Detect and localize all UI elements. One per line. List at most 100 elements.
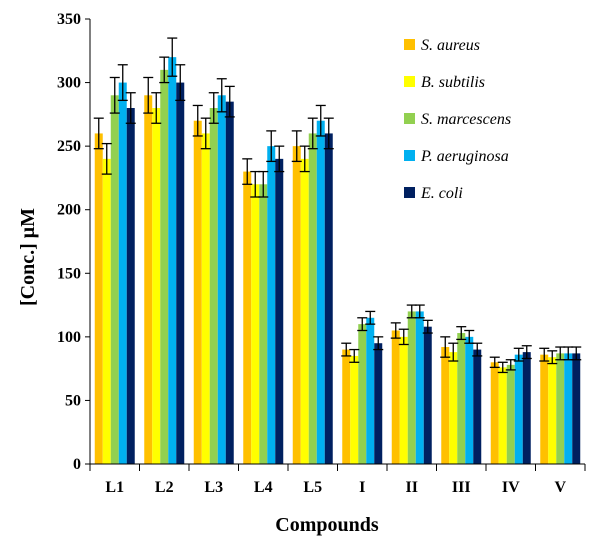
legend-label: S. marcescens (421, 111, 511, 128)
error-bar (143, 76, 154, 114)
bar (366, 317, 375, 464)
error-bars (93, 37, 582, 374)
error-bar (422, 319, 433, 334)
error-bar (200, 117, 211, 150)
error-bar (315, 104, 326, 137)
bar (540, 354, 549, 464)
error-bar (101, 142, 112, 175)
legend-item: E. coli (404, 185, 463, 202)
bar (473, 349, 482, 464)
bar (259, 184, 268, 465)
error-bar (151, 92, 162, 124)
error-bar (242, 158, 253, 185)
y-axis-ticks: 0 50 100 150 200 250 300 350 (57, 11, 90, 473)
bar (407, 311, 416, 464)
error-bar (472, 342, 483, 357)
x-tick-label: V (554, 479, 566, 496)
legend-swatch (404, 76, 415, 87)
error-bar (513, 347, 524, 362)
error-bar (448, 342, 459, 362)
error-bar (440, 336, 451, 358)
y-tick-label: 250 (57, 138, 81, 155)
bar (548, 357, 557, 464)
error-bar (117, 64, 128, 102)
bar (152, 108, 161, 464)
y-tick-label: 100 (57, 329, 81, 346)
error-bar (456, 326, 467, 341)
bar (556, 353, 565, 464)
legend-label: P. aeruginosa (420, 148, 509, 165)
x-tick-label: L4 (254, 479, 273, 496)
legend-swatch (404, 39, 415, 50)
error-bar (323, 117, 334, 150)
bar (522, 352, 531, 464)
y-tick-label: 300 (57, 75, 81, 92)
y-tick-label: 50 (65, 392, 81, 409)
bar (358, 324, 367, 464)
bar (118, 82, 127, 465)
legend-swatch (404, 187, 415, 198)
bar (201, 133, 210, 464)
legend-item: B. subtilis (404, 74, 485, 91)
y-tick-label: 350 (57, 11, 81, 28)
error-bar (539, 347, 550, 362)
x-tick-label: II (406, 479, 418, 496)
bar (399, 336, 408, 464)
error-bar (521, 345, 532, 360)
bar (490, 362, 499, 464)
bar (110, 95, 119, 465)
bar (457, 333, 466, 464)
error-bar (208, 92, 219, 124)
error-bar (489, 356, 500, 369)
legend-label: E. coli (420, 185, 463, 202)
bar (217, 95, 226, 465)
bar (168, 57, 177, 465)
x-tick-label: L1 (105, 479, 124, 496)
error-bar (357, 317, 368, 332)
error-bar (547, 350, 558, 365)
bar (126, 108, 135, 464)
bar (275, 158, 284, 464)
legend-item: S. aureus (404, 37, 480, 54)
error-bar (398, 328, 409, 346)
error-bar (497, 361, 508, 374)
bar (350, 355, 359, 464)
x-tick-label: L3 (204, 479, 223, 496)
bar (342, 349, 351, 464)
bar (423, 326, 432, 464)
y-tick-label: 150 (57, 265, 81, 282)
error-bar (224, 85, 235, 118)
error-bar (274, 145, 285, 173)
bar (449, 352, 458, 464)
plot-area (94, 57, 581, 465)
bar (209, 108, 218, 464)
error-bar (390, 322, 401, 339)
error-bar (175, 64, 186, 102)
error-bar (414, 304, 425, 319)
error-bar (93, 117, 104, 150)
error-bar (216, 78, 227, 113)
bar (300, 158, 309, 464)
legend-label: B. subtilis (421, 74, 485, 91)
y-tick-label: 0 (73, 456, 81, 473)
error-bar (307, 117, 318, 150)
bar (324, 133, 333, 464)
bar (94, 133, 103, 464)
error-bar (571, 346, 582, 361)
bar (292, 146, 301, 464)
bar (243, 171, 252, 465)
error-bar (341, 342, 352, 357)
bar (514, 354, 523, 464)
legend-swatch (404, 150, 415, 161)
bar (374, 343, 383, 464)
legend-label: S. aureus (421, 37, 480, 54)
x-tick-label: I (359, 479, 365, 496)
error-bar (349, 348, 360, 363)
bar (564, 353, 573, 464)
error-bar (258, 170, 269, 198)
legend-item: P. aeruginosa (404, 148, 509, 165)
legend: S. aureus B. subtilis S. marcescens P. aeru… (404, 37, 511, 202)
y-axis-title: [Conc.] μM (17, 208, 39, 306)
bar (316, 120, 325, 464)
error-bar (125, 92, 136, 124)
